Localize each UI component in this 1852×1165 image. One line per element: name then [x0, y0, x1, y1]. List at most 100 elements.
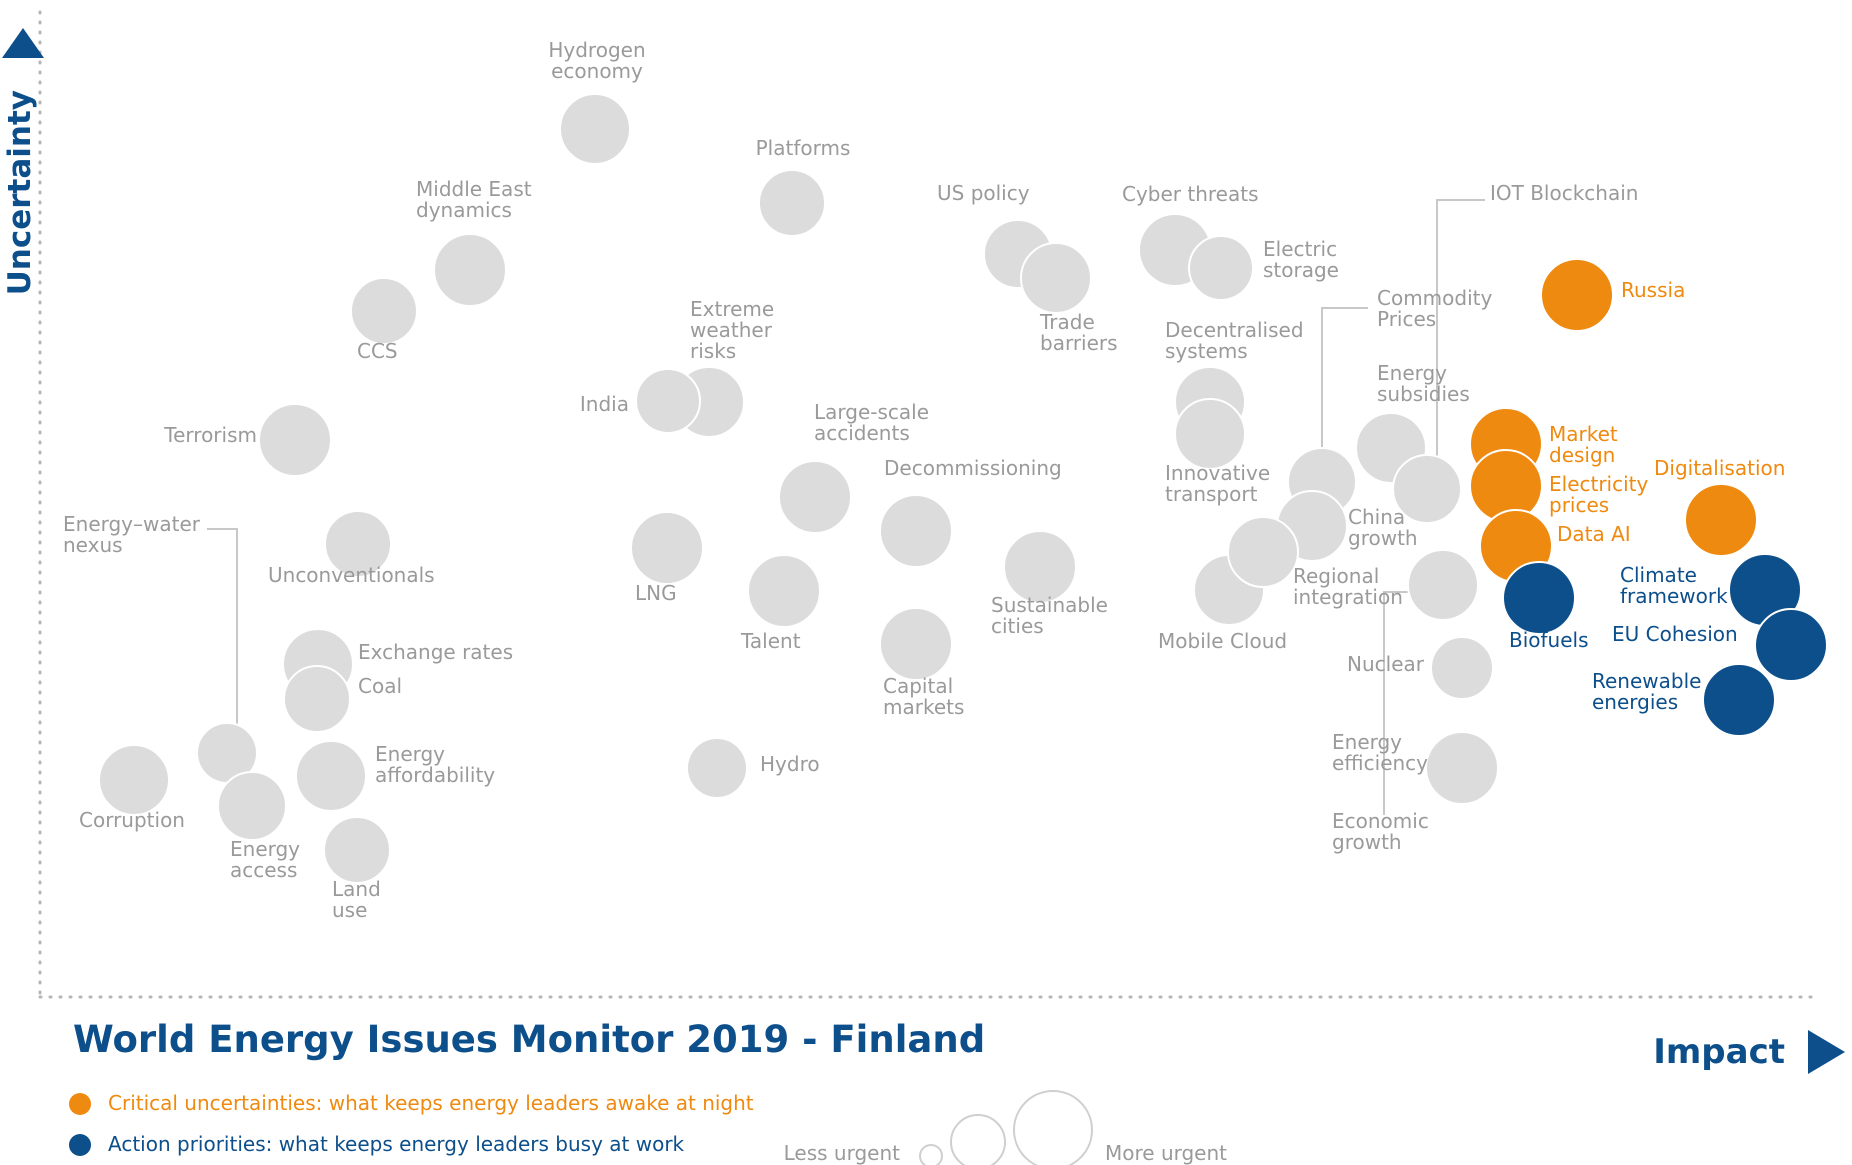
issue-label-terrorism: Terrorism	[163, 423, 257, 447]
issue-bubble-trade-barriers	[1020, 242, 1092, 314]
issue-bubble-unconventionals	[324, 510, 392, 578]
issue-bubble-iot-blockchain	[1392, 454, 1462, 524]
issue-label-line: Decommissioning	[884, 456, 1062, 480]
issue-label-line: Commodity	[1377, 286, 1492, 310]
legend-action-dot	[69, 1134, 91, 1156]
issue-bubble-ccs	[350, 277, 418, 345]
issue-bubble-terrorism	[258, 403, 332, 477]
issue-bubble-corruption	[98, 744, 170, 816]
issue-label-line: Hydrogen	[548, 38, 645, 62]
issue-label-exchange-rates: Exchange rates	[358, 640, 513, 664]
issue-label-line: Middle East	[416, 177, 532, 201]
issue-bubble-biofuels	[1502, 561, 1576, 635]
issue-label-line: storage	[1263, 258, 1339, 282]
issue-label-line: Large-scale	[814, 400, 929, 424]
issue-label-line: Platforms	[756, 136, 851, 160]
issue-label-renewable-energies: Renewable energies	[1592, 669, 1701, 714]
issue-bubble-eu-cohesion	[1754, 608, 1828, 682]
issue-label-line: Prices	[1377, 307, 1436, 331]
issue-bubble-electric-storage	[1188, 235, 1254, 301]
issue-label-line: Extreme	[690, 297, 774, 321]
issue-label-decentralised-systems: Decentralised systems	[1165, 318, 1304, 363]
issue-label-line: dynamics	[416, 198, 512, 222]
issue-label-line: Regional	[1293, 564, 1379, 588]
legend-size-medium	[950, 1114, 1006, 1165]
issue-label-line: India	[580, 392, 629, 416]
issue-label-line: Digitalisation	[1654, 456, 1785, 480]
issue-label-line: US policy	[937, 181, 1030, 205]
y-axis-label: Uncertainty	[2, 90, 38, 295]
issue-label-line: Sustainable	[991, 593, 1108, 617]
issue-label-line: risks	[690, 339, 736, 363]
issue-label-line: transport	[1165, 482, 1258, 506]
issue-label-line: CCS	[357, 339, 398, 363]
x-axis-label: Impact	[1653, 1032, 1785, 1072]
issue-label-line: growth	[1348, 526, 1418, 550]
issue-label-line: Energy	[230, 837, 300, 861]
issue-label-line: Hydro	[760, 752, 820, 776]
leader-line-commodity-prices	[1321, 307, 1368, 460]
issue-bubble-sustainable-cities	[1003, 530, 1077, 604]
issue-label-china-growth: China growth	[1348, 505, 1418, 550]
issue-bubble-energy-efficiency	[1430, 636, 1494, 700]
issue-bubble-digitalisation	[1684, 483, 1758, 557]
issue-label-line: Biofuels	[1509, 628, 1589, 652]
issue-label-mobile-cloud: Mobile Cloud	[1158, 629, 1287, 653]
issue-label-line: Energy	[1377, 361, 1447, 385]
legend-critical-dot	[69, 1093, 91, 1115]
issue-label-line: economy	[551, 59, 643, 83]
issue-label-line: access	[230, 858, 297, 882]
issue-label-line: Innovative	[1165, 461, 1270, 485]
issue-bubble-regional-integration	[1227, 516, 1299, 588]
leader-line-iot-blockchain	[1436, 199, 1485, 465]
issue-bubble-russia	[1540, 258, 1614, 332]
issue-label-energy-water-nexus: Energy–water nexus	[63, 512, 201, 557]
issue-bubble-talent	[747, 554, 821, 628]
issue-bubble-energy-access	[217, 771, 287, 841]
issue-label-market-design: Market design	[1549, 422, 1618, 467]
issue-marks	[98, 93, 1828, 884]
issue-label-energy-access: Energy access	[230, 837, 300, 882]
issue-label-nuclear: Nuclear	[1347, 652, 1425, 676]
issue-label-line: Mobile Cloud	[1158, 629, 1287, 653]
issue-label-line: Talent	[740, 629, 801, 653]
issue-label-coal: Coal	[358, 674, 402, 698]
issue-label-line: Decentralised	[1165, 318, 1304, 342]
issue-label-line: prices	[1549, 493, 1609, 517]
legend-less-urgent: Less urgent	[784, 1141, 901, 1165]
issue-label-line: Electricity	[1549, 472, 1649, 496]
issue-bubble-capital-markets	[879, 607, 953, 681]
issue-label-line: Energy–water	[63, 512, 201, 536]
legend-size-small	[919, 1144, 943, 1165]
issue-label-line: framework	[1620, 584, 1728, 608]
issue-label-ccs: CCS	[357, 339, 398, 363]
issue-bubble-economic-growth	[1425, 731, 1499, 805]
issue-label-line: China	[1348, 505, 1405, 529]
issue-label-line: Data AI	[1557, 522, 1631, 546]
issue-label-line: Nuclear	[1347, 652, 1425, 676]
issue-label-lng: LNG	[635, 581, 677, 605]
issue-label-line: weather	[690, 318, 773, 342]
leader-line-nuclear	[1383, 591, 1412, 815]
issue-label-capital-markets: Capital markets	[883, 674, 964, 719]
issue-bubble-renewable-energies	[1702, 663, 1776, 737]
issue-label-biofuels: Biofuels	[1509, 628, 1589, 652]
issue-label-line: Terrorism	[163, 423, 257, 447]
issue-label-line: EU Cohesion	[1612, 622, 1738, 646]
issue-bubble-decommissioning	[879, 494, 953, 568]
issue-bubble-coal	[283, 665, 351, 733]
issue-label-economic-growth: Economic growth	[1332, 809, 1429, 854]
issue-label-corruption: Corruption	[79, 808, 185, 832]
issue-label-innovative-transport: Innovative transport	[1165, 461, 1270, 506]
issue-bubble-energy-affordability	[295, 740, 367, 812]
issue-bubble-nuclear	[1407, 549, 1479, 621]
issue-label-line: IOT Blockchain	[1490, 181, 1638, 205]
issue-bubble-lng	[630, 511, 704, 585]
issue-label-line: Trade	[1039, 310, 1095, 334]
issue-label-line: Exchange rates	[358, 640, 513, 664]
issue-label-line: Market	[1549, 422, 1618, 446]
issue-label-line: cities	[991, 614, 1044, 638]
chart-title: World Energy Issues Monitor 2019 - Finla…	[73, 1018, 985, 1061]
issue-label-line: design	[1549, 443, 1615, 467]
